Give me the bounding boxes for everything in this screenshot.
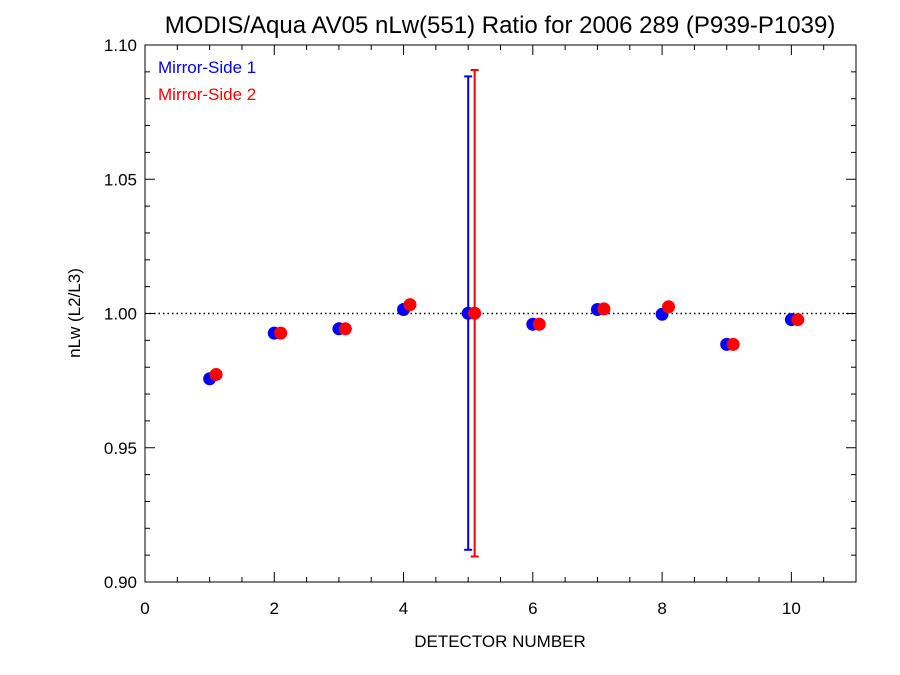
data-point-series-2 [532, 317, 546, 331]
x-tick-label: 2 [270, 599, 279, 618]
data-point-series-2 [274, 326, 288, 340]
data-point-series-2 [662, 300, 676, 314]
x-tick-label: 6 [528, 599, 537, 618]
data-point-series-2 [597, 302, 611, 316]
data-point-series-2 [209, 367, 223, 381]
data-point-series-2 [403, 298, 417, 312]
x-axis-label: DETECTOR NUMBER [414, 632, 586, 651]
axis-ticks [144, 44, 857, 583]
y-tick-label: 0.95 [104, 439, 137, 458]
axis-tick-labels: 0 2 4 6 8 10 0.90 0.95 1.00 1.05 1.10 [104, 36, 801, 618]
data-point-series-2 [338, 322, 352, 336]
y-tick-label: 0.90 [104, 573, 137, 592]
x-tick-label: 4 [399, 599, 408, 618]
x-tick-label: 8 [657, 599, 666, 618]
data-point-series-2 [791, 313, 805, 327]
y-tick-label: 1.00 [104, 305, 137, 324]
y-axis-label: nLw (L2/L3) [65, 268, 84, 358]
legend-entry-mirror-side-2: Mirror-Side 2 [158, 85, 256, 104]
chart-title: MODIS/Aqua AV05 nLw(551) Ratio for 2006 … [165, 12, 836, 39]
x-tick-label: 10 [782, 599, 801, 618]
data-point-series-2 [468, 306, 482, 320]
legend-entry-mirror-side-1: Mirror-Side 1 [158, 58, 256, 77]
data-point-series-2 [726, 337, 740, 351]
y-tick-label: 1.05 [104, 170, 137, 189]
data-marks [203, 68, 805, 558]
y-tick-label: 1.10 [104, 36, 137, 55]
x-tick-label: 0 [140, 599, 149, 618]
